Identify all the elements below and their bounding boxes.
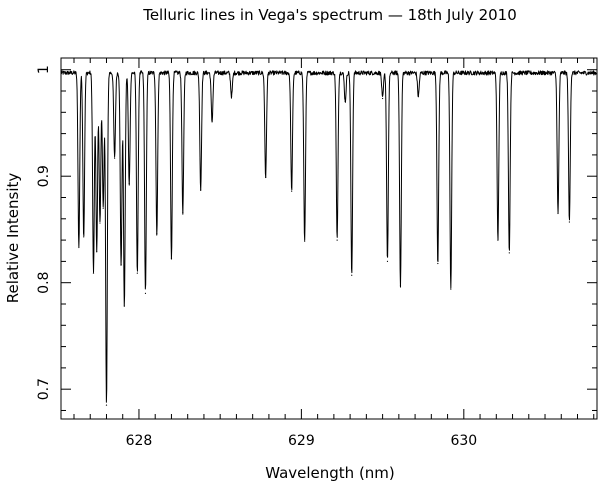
absorption-line-point <box>156 233 158 235</box>
absorption-line-point <box>417 95 419 97</box>
absorption-line-point <box>265 176 267 178</box>
absorption-line-point <box>399 285 402 287</box>
x-axis-label: Wavelength (nm) <box>265 464 395 482</box>
absorption-line-point <box>568 221 570 223</box>
absorption-line-point <box>382 97 384 100</box>
absorption-line-point <box>105 404 108 406</box>
absorption-line-point <box>120 263 122 266</box>
absorption-line-markers <box>78 95 570 406</box>
absorption-line-point <box>128 183 130 185</box>
absorption-line-point <box>230 95 233 97</box>
absorption-line-point <box>557 212 559 215</box>
x-tick-label: 629 <box>288 433 315 449</box>
plot-frame <box>60 57 598 420</box>
y-tick-label: 0.8 <box>36 272 52 294</box>
x-tick-label: 628 <box>126 433 153 449</box>
absorption-line-point <box>304 240 306 242</box>
absorption-line-point <box>450 288 452 290</box>
absorption-line-point <box>344 101 346 103</box>
absorption-line-point <box>83 236 85 238</box>
x-tick-label: 630 <box>450 433 477 449</box>
absorption-line-point <box>437 262 439 265</box>
absorption-line-point <box>182 211 184 214</box>
y-tick-label: 1 <box>36 65 52 74</box>
absorption-line-point <box>200 189 202 191</box>
axis-ticks <box>61 58 597 419</box>
chart-title: Telluric lines in Vega's spectrum — 18th… <box>142 6 517 24</box>
absorption-line-point <box>99 222 101 224</box>
absorption-line-point <box>336 239 338 241</box>
spectrum-series-line <box>60 70 598 403</box>
absorption-line-point <box>508 252 510 254</box>
absorption-line-point <box>78 246 80 249</box>
absorption-line-point <box>136 272 138 274</box>
absorption-line-point <box>291 190 293 192</box>
absorption-line-point <box>96 251 98 253</box>
y-tick-label: 0.7 <box>36 378 52 400</box>
absorption-line-point <box>102 207 104 209</box>
absorption-line-point <box>497 239 499 241</box>
absorption-line-point <box>351 274 353 276</box>
absorption-line-point <box>123 305 125 307</box>
absorption-line-point <box>114 157 116 159</box>
absorption-line-point <box>211 121 213 123</box>
absorption-line-point <box>144 292 147 294</box>
y-axis-label: Relative Intensity <box>4 173 22 304</box>
y-tick-label: 0.9 <box>36 165 52 187</box>
absorption-line-point <box>386 260 389 262</box>
absorption-line-point <box>170 257 173 259</box>
absorption-line-point <box>92 272 95 274</box>
